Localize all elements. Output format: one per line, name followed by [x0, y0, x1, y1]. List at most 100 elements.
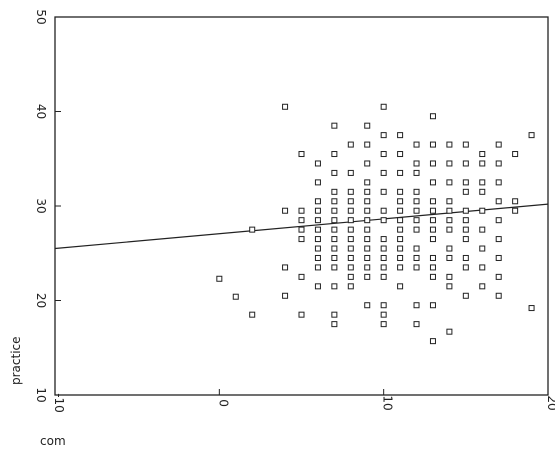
data-point-30 [331, 198, 338, 205]
data-points [216, 103, 535, 345]
data-point-129 [446, 217, 453, 224]
data-point-19 [314, 217, 321, 224]
data-point-35 [331, 245, 338, 252]
data-point-125 [446, 160, 453, 167]
data-point-136 [462, 141, 469, 148]
data-point-120 [429, 264, 436, 271]
data-point-43 [347, 188, 354, 195]
data-point-3 [249, 226, 256, 233]
data-point-45 [347, 207, 354, 214]
data-point-79 [380, 264, 387, 271]
data-point-18 [314, 207, 321, 214]
data-point-44 [347, 198, 354, 205]
data-point-33 [331, 226, 338, 233]
data-point-78 [380, 254, 387, 261]
data-point-115 [429, 207, 436, 214]
data-point-124 [446, 141, 453, 148]
data-point-162 [495, 254, 502, 261]
data-point-87 [397, 188, 404, 195]
data-point-23 [314, 254, 321, 261]
data-point-77 [380, 245, 387, 252]
data-point-71 [380, 151, 387, 158]
data-point-56 [364, 160, 371, 167]
data-point-104 [413, 226, 420, 233]
data-point-95 [397, 264, 404, 271]
tick-labels: -10 0 10 20 10 20 30 40 50 [34, 9, 555, 412]
data-point-2 [249, 311, 256, 318]
data-point-90 [397, 217, 404, 224]
data-point-100 [413, 188, 420, 195]
data-point-49 [347, 245, 354, 252]
data-point-123 [429, 338, 436, 345]
data-point-137 [462, 160, 469, 167]
data-point-131 [446, 245, 453, 252]
y-tick-label-2: 30 [34, 198, 48, 213]
data-point-156 [495, 141, 502, 148]
data-point-41 [347, 141, 354, 148]
data-point-13 [298, 273, 305, 280]
data-point-59 [364, 198, 371, 205]
data-point-108 [413, 302, 420, 309]
data-point-94 [397, 254, 404, 261]
data-point-70 [380, 132, 387, 139]
data-point-50 [347, 254, 354, 261]
data-point-60 [364, 207, 371, 214]
data-point-146 [462, 292, 469, 299]
data-point-106 [413, 254, 420, 261]
data-point-133 [446, 273, 453, 280]
data-point-69 [380, 103, 387, 110]
data-point-37 [331, 264, 338, 271]
data-point-159 [495, 198, 502, 205]
data-point-160 [495, 217, 502, 224]
data-point-32 [331, 217, 338, 224]
data-point-80 [380, 273, 387, 280]
data-point-64 [364, 245, 371, 252]
data-point-89 [397, 207, 404, 214]
data-point-85 [397, 151, 404, 158]
data-point-20 [314, 226, 321, 233]
data-point-67 [364, 273, 371, 280]
data-point-28 [331, 169, 338, 176]
data-point-26 [331, 122, 338, 129]
data-point-16 [314, 179, 321, 186]
y-tick-label-4: 50 [34, 9, 48, 24]
data-point-168 [528, 132, 535, 139]
data-point-14 [298, 311, 305, 318]
data-point-113 [429, 179, 436, 186]
data-point-47 [347, 226, 354, 233]
data-point-116 [429, 217, 436, 224]
data-point-6 [282, 264, 289, 271]
data-point-152 [479, 226, 486, 233]
data-point-112 [429, 160, 436, 167]
data-point-142 [462, 226, 469, 233]
data-point-21 [314, 236, 321, 243]
data-point-128 [446, 207, 453, 214]
data-point-25 [314, 283, 321, 290]
plot-frame [54, 16, 549, 396]
data-point-97 [413, 141, 420, 148]
data-point-147 [479, 151, 486, 158]
data-point-107 [413, 264, 420, 271]
data-point-82 [380, 311, 387, 318]
data-point-127 [446, 198, 453, 205]
data-point-114 [429, 198, 436, 205]
data-point-99 [413, 169, 420, 176]
data-point-55 [364, 141, 371, 148]
x-tick-label-2: 10 [381, 395, 395, 410]
data-point-0 [216, 275, 223, 282]
data-point-167 [512, 207, 519, 214]
data-point-46 [347, 217, 354, 224]
data-point-8 [298, 151, 305, 158]
data-point-73 [380, 188, 387, 195]
data-point-130 [446, 226, 453, 233]
data-point-9 [298, 207, 305, 214]
x-tick-label-0: -10 [52, 393, 66, 413]
data-point-84 [397, 132, 404, 139]
data-point-141 [462, 217, 469, 224]
data-point-118 [429, 236, 436, 243]
data-point-27 [331, 151, 338, 158]
data-point-12 [298, 236, 305, 243]
data-point-105 [413, 245, 420, 252]
data-point-134 [446, 283, 453, 290]
